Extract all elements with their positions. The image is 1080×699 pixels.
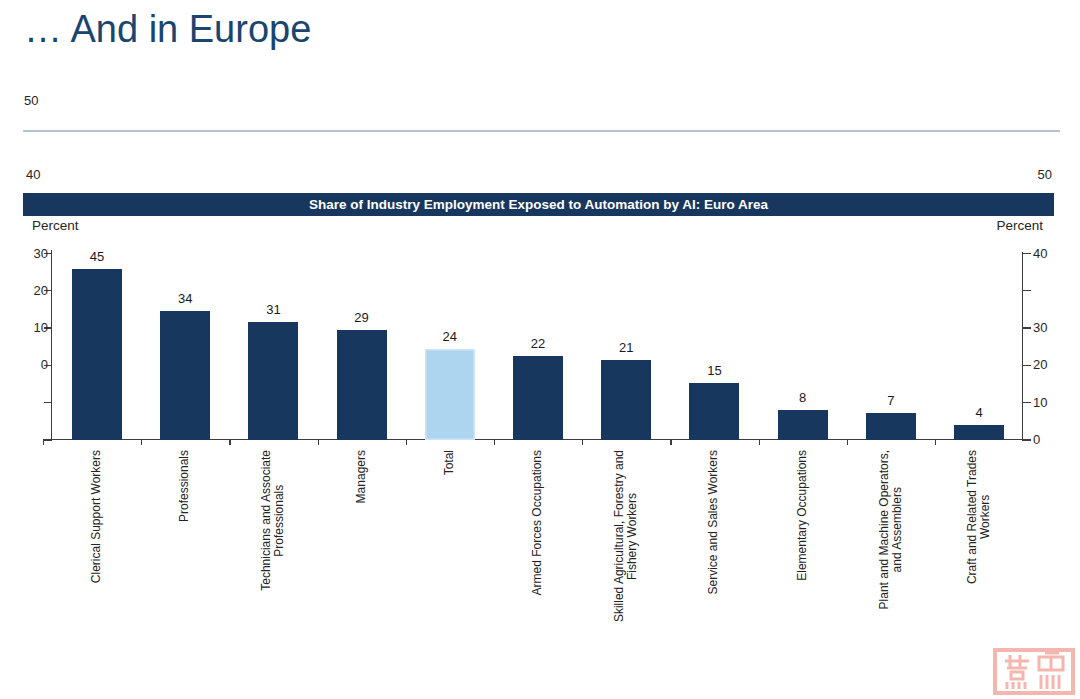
chart-title-banner: Share of Industry Employment Exposed to …: [23, 193, 1054, 216]
left-axis-tick-label: 10: [16, 320, 48, 336]
bar: [425, 349, 475, 440]
bar-value-label: 22: [513, 336, 563, 352]
right-axis-tick: [1023, 439, 1031, 440]
category-label: Elementary Occupations: [796, 450, 810, 581]
x-axis-tick: [494, 439, 495, 445]
category-label: Skilled Agricultural, Forestry andFisher…: [613, 450, 640, 622]
right-axis-unit-label: Percent: [996, 218, 1043, 233]
x-axis-tick: [935, 439, 936, 445]
bar: [778, 410, 828, 440]
category-label: Craft and Related TradesWorkers: [966, 450, 993, 584]
x-axis-tick: [318, 439, 319, 445]
bar-value-label: 29: [337, 310, 387, 326]
x-axis-tick: [406, 439, 407, 445]
stray-axis-label-top: 50: [24, 93, 38, 108]
bar-value-label: 45: [72, 249, 122, 265]
x-axis-tick: [582, 439, 583, 445]
bar-value-label: 24: [425, 329, 475, 345]
right-axis-tick: [1023, 402, 1031, 403]
category-label: Total: [443, 450, 457, 475]
right-axis-tick-label: 30: [1033, 320, 1065, 336]
left-axis-tick: [44, 439, 52, 440]
bar: [689, 383, 739, 440]
bar: [160, 311, 210, 440]
x-axis-tick: [759, 439, 760, 445]
category-label: Armed Forces Occupations: [531, 450, 545, 595]
x-axis-tick: [141, 439, 142, 445]
category-label: Professionals: [178, 450, 192, 522]
bar: [337, 330, 387, 440]
bar-value-label: 15: [689, 363, 739, 379]
category-label: Plant and Machine Operators,and Assemble…: [877, 450, 904, 609]
slide: … And in Europe 50 40 50 Share of Indust…: [0, 0, 1080, 699]
bar: [954, 425, 1004, 440]
x-axis-tick: [670, 439, 671, 445]
right-axis-tick-label: 0: [1033, 432, 1065, 448]
right-axis-tick-label: 40: [1033, 246, 1065, 262]
right-axis-line: [1022, 252, 1023, 441]
right-axis-tick: [1023, 327, 1031, 328]
left-axis-tick-label: 20: [16, 283, 48, 299]
category-label: Managers: [355, 450, 369, 503]
x-axis-end-tick: [43, 439, 44, 445]
category-label: Technicians and AssociateProfessionals: [260, 450, 287, 591]
right-axis-tick-label: 10: [1033, 395, 1065, 411]
divider-line: [23, 130, 1060, 132]
category-label: Service and Sales Workers: [708, 450, 722, 595]
left-axis-tick-label: 0: [16, 357, 48, 373]
bar-value-label: 21: [601, 340, 651, 356]
bar-value-label: 31: [248, 302, 298, 318]
bar: [601, 360, 651, 440]
bar-value-label: 7: [866, 393, 916, 409]
stray-axis-label-right: 50: [1038, 167, 1052, 182]
bar-value-label: 4: [954, 405, 1004, 421]
chart-title: Share of Industry Employment Exposed to …: [309, 197, 768, 212]
slide-title: … And in Europe: [24, 4, 311, 54]
right-axis-tick: [1023, 290, 1031, 291]
bar: [866, 413, 916, 440]
right-axis-tick-label: 20: [1033, 357, 1065, 373]
left-axis-tick: [44, 402, 52, 403]
left-axis-tick-label: 30: [16, 246, 48, 262]
seal-watermark-icon: [993, 648, 1075, 695]
bar: [513, 356, 563, 440]
left-axis-unit-label: Percent: [32, 218, 79, 233]
bar-value-label: 34: [160, 291, 210, 307]
bar-value-label: 8: [778, 390, 828, 406]
x-axis-tick: [229, 439, 230, 445]
right-axis-tick: [1023, 253, 1031, 254]
category-label: Clerical Support Workers: [90, 450, 104, 583]
right-axis-tick: [1023, 365, 1031, 366]
bar: [248, 322, 298, 440]
x-axis-tick: [847, 439, 848, 445]
left-axis-line: [51, 250, 52, 440]
seal-watermark-svg: [993, 648, 1075, 695]
bar: [72, 269, 122, 440]
stray-axis-label-left: 40: [26, 167, 40, 182]
